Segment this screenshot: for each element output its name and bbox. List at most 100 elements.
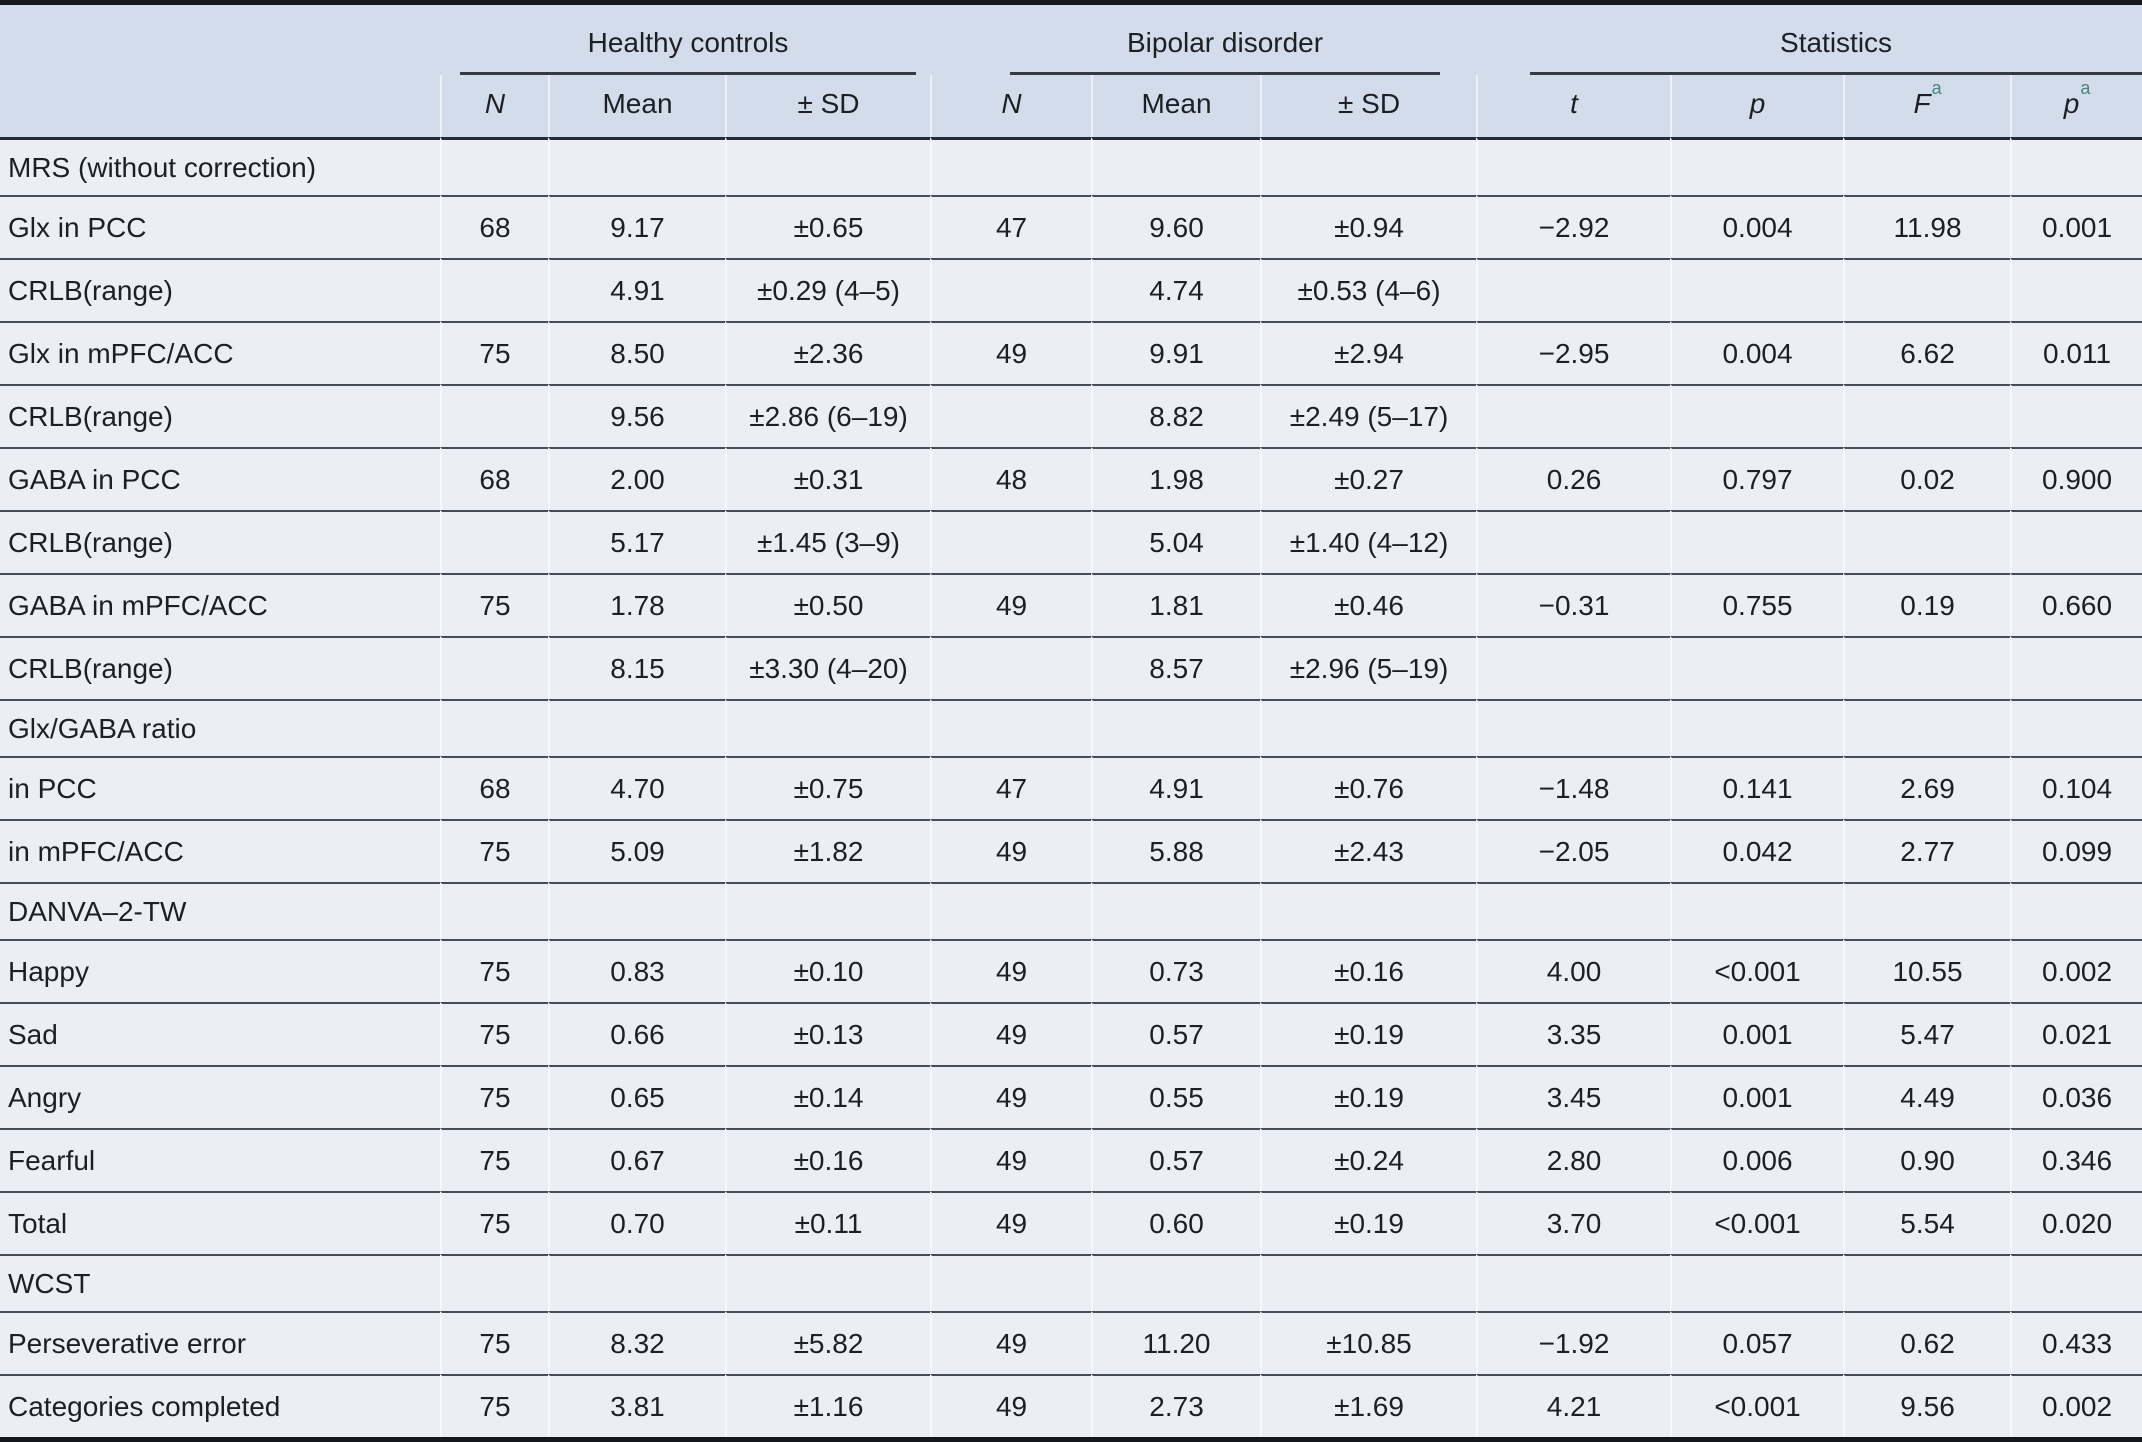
table-cell: 4.00 — [1476, 939, 1671, 1002]
table-cell: 75 — [440, 1191, 548, 1254]
table-cell: 75 — [440, 1374, 548, 1437]
table-cell: −2.95 — [1476, 321, 1671, 384]
empty-cell — [2010, 699, 2142, 756]
table-cell: 4.70 — [548, 756, 725, 819]
empty-cell — [725, 699, 931, 756]
table-cell: 68 — [440, 447, 548, 510]
table-cell: 0.62 — [1843, 1311, 2011, 1374]
empty-cell — [1476, 384, 1671, 447]
table-cell: 0.70 — [548, 1191, 725, 1254]
table-cell: 0.057 — [1670, 1311, 1844, 1374]
empty-cell — [1476, 258, 1671, 321]
empty-cell — [930, 510, 1092, 573]
table-cell: ±0.13 — [725, 1002, 931, 1065]
section-row: WCST — [0, 1254, 2142, 1311]
row-label: Happy — [0, 939, 440, 1002]
table-cell: ±0.53 (4–6) — [1260, 258, 1477, 321]
empty-cell — [2010, 1254, 2142, 1311]
table-cell: 0.002 — [2010, 1374, 2142, 1437]
table-cell: 75 — [440, 1311, 548, 1374]
table-cell: 0.797 — [1670, 447, 1844, 510]
table-cell: 3.45 — [1476, 1065, 1671, 1128]
empty-cell — [1091, 1254, 1261, 1311]
empty-cell — [1476, 137, 1671, 195]
empty-cell — [440, 258, 548, 321]
table-row: Angry 75 0.65 ±0.14 49 0.55 ±0.19 3.45 0.001 4.49… — [0, 1065, 2142, 1128]
column-headers-row: N Mean ± SD N Mean ± SD t p Fa pa — [0, 75, 2142, 137]
table-cell: ±0.11 — [725, 1191, 931, 1254]
table-cell: 4.21 — [1476, 1374, 1671, 1437]
section-title: Glx/GABA ratio — [0, 699, 440, 756]
table-cell: ±0.29 (4–5) — [725, 258, 931, 321]
empty-cell — [930, 882, 1092, 939]
table-cell: 75 — [440, 1002, 548, 1065]
table-cell: 48 — [930, 447, 1092, 510]
table-cell: 0.66 — [548, 1002, 725, 1065]
row-label: Sad — [0, 1002, 440, 1065]
empty-cell — [1476, 699, 1671, 756]
empty-cell — [725, 882, 931, 939]
empty-cell — [1260, 1254, 1477, 1311]
footnote-marker: a — [2080, 78, 2091, 99]
table-cell: 5.09 — [548, 819, 725, 882]
table-cell: 3.70 — [1476, 1191, 1671, 1254]
table-cell: ±0.76 — [1260, 756, 1477, 819]
empty-cell — [1843, 510, 2011, 573]
empty-cell — [1670, 510, 1844, 573]
table-row: Happy 75 0.83 ±0.10 49 0.73 ±0.16 4.00 <0.001 10.… — [0, 939, 2142, 1002]
empty-cell — [1670, 636, 1844, 699]
table-cell: 49 — [930, 1374, 1092, 1437]
table-cell: ±2.96 (5–19) — [1260, 636, 1477, 699]
table-cell: 49 — [930, 573, 1092, 636]
empty-cell — [1091, 882, 1261, 939]
empty-cell — [1843, 882, 2011, 939]
table-cell: 0.90 — [1843, 1128, 2011, 1191]
empty-cell — [2010, 510, 2142, 573]
table-cell: −2.92 — [1476, 195, 1671, 258]
table-cell: 0.57 — [1091, 1002, 1261, 1065]
table-cell: ±1.82 — [725, 819, 931, 882]
empty-cell — [440, 636, 548, 699]
table-cell: ±10.85 — [1260, 1311, 1477, 1374]
table-cell: 0.26 — [1476, 447, 1671, 510]
table-row: in PCC 68 4.70 ±0.75 47 4.91 ±0.76 −1.48 0.141 2.… — [0, 756, 2142, 819]
table-cell: ±3.30 (4–20) — [725, 636, 931, 699]
table-cell: 0.104 — [2010, 756, 2142, 819]
table-cell: 68 — [440, 756, 548, 819]
table-cell: 0.004 — [1670, 195, 1844, 258]
table-cell: 8.82 — [1091, 384, 1261, 447]
table-row: Glx in PCC 68 9.17 ±0.65 47 9.60 ±0.94 −2.92 0.0… — [0, 195, 2142, 258]
empty-cell — [440, 510, 548, 573]
table-cell: 9.56 — [1843, 1374, 2011, 1437]
table-row: Sad 75 0.66 ±0.13 49 0.57 ±0.19 3.35 0.001 5.47 0.… — [0, 1002, 2142, 1065]
empty-cell — [930, 258, 1092, 321]
row-label: Categories completed — [0, 1374, 440, 1437]
row-label: CRLB(range) — [0, 384, 440, 447]
table-cell: ±0.50 — [725, 573, 931, 636]
table-cell: 10.55 — [1843, 939, 2011, 1002]
row-label: GABA in mPFC/ACC — [0, 573, 440, 636]
table-cell: 8.57 — [1091, 636, 1261, 699]
column-header: t — [1476, 75, 1671, 137]
row-label: CRLB(range) — [0, 258, 440, 321]
empty-cell — [1843, 137, 2011, 195]
row-label: Total — [0, 1191, 440, 1254]
table-cell: 5.04 — [1091, 510, 1261, 573]
table-cell: 49 — [930, 1065, 1092, 1128]
table-cell: ±0.10 — [725, 939, 931, 1002]
section-title: MRS (without correction) — [0, 137, 440, 195]
corner-cell — [0, 75, 440, 137]
table-cell: 0.036 — [2010, 1065, 2142, 1128]
table-cell: <0.001 — [1670, 1374, 1844, 1437]
table-cell: ±0.27 — [1260, 447, 1477, 510]
empty-cell — [1476, 1254, 1671, 1311]
group-bipolar-disorder: Bipolar disorder — [930, 5, 1477, 75]
table-cell: 0.02 — [1843, 447, 2011, 510]
table-cell: 0.002 — [2010, 939, 2142, 1002]
empty-cell — [2010, 636, 2142, 699]
table-cell: 2.00 — [548, 447, 725, 510]
table-cell: ±0.75 — [725, 756, 931, 819]
empty-cell — [2010, 882, 2142, 939]
